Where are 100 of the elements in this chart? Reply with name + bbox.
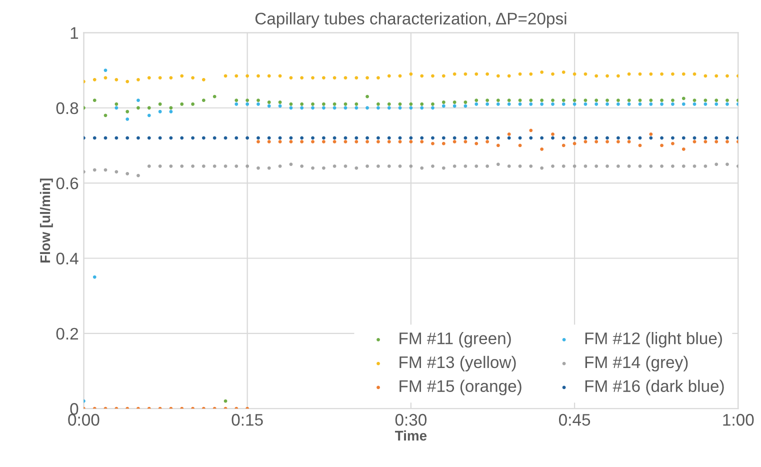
point xyxy=(671,102,674,106)
point xyxy=(551,102,554,106)
legend-label: FM #12 (light blue) xyxy=(585,332,722,348)
point xyxy=(704,102,708,106)
point xyxy=(529,102,533,106)
point xyxy=(246,74,250,78)
point xyxy=(376,106,380,110)
point xyxy=(289,106,293,110)
point xyxy=(169,110,173,114)
y-tick-label: 0.8 xyxy=(56,102,78,114)
legend-label: FM #11 (green) xyxy=(400,332,511,348)
point xyxy=(300,106,304,110)
point xyxy=(638,102,642,106)
point xyxy=(496,74,500,78)
chart-title: Capillary tubes characterization, ΔP=20psi xyxy=(255,12,566,28)
point xyxy=(92,275,96,279)
y-tick-label: 1 xyxy=(70,27,78,39)
point xyxy=(616,74,620,78)
point xyxy=(136,98,140,102)
point xyxy=(366,76,369,80)
point xyxy=(234,102,238,106)
point xyxy=(442,74,446,78)
point xyxy=(147,76,151,80)
point xyxy=(692,102,696,106)
point xyxy=(660,72,664,76)
point xyxy=(267,74,271,78)
point xyxy=(594,102,598,106)
point xyxy=(474,102,478,106)
point xyxy=(202,78,206,82)
y-tick-label: 0 xyxy=(70,403,78,415)
point xyxy=(540,70,544,74)
point xyxy=(431,74,434,78)
point xyxy=(158,110,162,114)
point xyxy=(452,72,456,76)
point xyxy=(104,76,108,80)
point xyxy=(366,106,369,110)
point xyxy=(562,70,566,74)
point xyxy=(332,106,336,110)
point xyxy=(649,102,653,106)
point xyxy=(354,106,358,110)
point xyxy=(267,104,271,108)
point xyxy=(486,102,490,106)
point xyxy=(387,106,391,110)
point xyxy=(529,72,533,76)
point xyxy=(671,72,674,76)
point xyxy=(92,78,96,82)
point xyxy=(322,106,326,110)
point xyxy=(594,74,598,78)
point xyxy=(584,102,588,106)
point xyxy=(311,106,314,110)
legend-label: FM #15 (orange) xyxy=(400,380,522,396)
point xyxy=(486,72,490,76)
point xyxy=(682,102,686,106)
point xyxy=(289,76,293,80)
point xyxy=(104,68,108,72)
point xyxy=(311,76,314,80)
point xyxy=(409,72,413,76)
point xyxy=(344,76,348,80)
y-tick-label: 0.2 xyxy=(56,328,78,340)
point xyxy=(136,78,140,82)
x-tick-label: 0:30 xyxy=(395,414,427,426)
legend-label: FM #13 (yellow) xyxy=(400,356,516,372)
point xyxy=(354,76,358,80)
y-tick-label: 0.6 xyxy=(56,177,78,190)
x-tick-label: 0:00 xyxy=(68,414,100,426)
point xyxy=(126,117,130,121)
point xyxy=(616,102,620,106)
point xyxy=(660,102,664,106)
point xyxy=(114,106,118,110)
point xyxy=(300,76,304,80)
point xyxy=(126,80,130,84)
point xyxy=(332,76,336,80)
point xyxy=(191,76,195,80)
point xyxy=(169,76,173,80)
point xyxy=(420,74,424,78)
point xyxy=(518,102,522,106)
point xyxy=(606,102,609,106)
point xyxy=(562,102,566,106)
point xyxy=(431,106,434,110)
point xyxy=(606,74,609,78)
point xyxy=(376,76,380,80)
point xyxy=(714,102,718,106)
point xyxy=(234,74,238,78)
legend-label: FM #14 (grey) xyxy=(585,356,688,372)
point xyxy=(540,102,544,106)
point xyxy=(322,76,326,80)
point xyxy=(246,102,250,106)
point xyxy=(114,78,118,82)
x-tick-label: 0:45 xyxy=(558,414,590,426)
point xyxy=(409,106,413,110)
point xyxy=(256,74,260,78)
point xyxy=(496,102,500,106)
y-tick-label: 0.4 xyxy=(56,252,78,264)
point xyxy=(572,102,576,106)
point xyxy=(474,72,478,76)
point xyxy=(507,74,511,78)
point xyxy=(256,102,260,106)
point xyxy=(649,72,653,76)
point xyxy=(704,74,708,78)
x-tick-label: 0:15 xyxy=(232,414,263,426)
